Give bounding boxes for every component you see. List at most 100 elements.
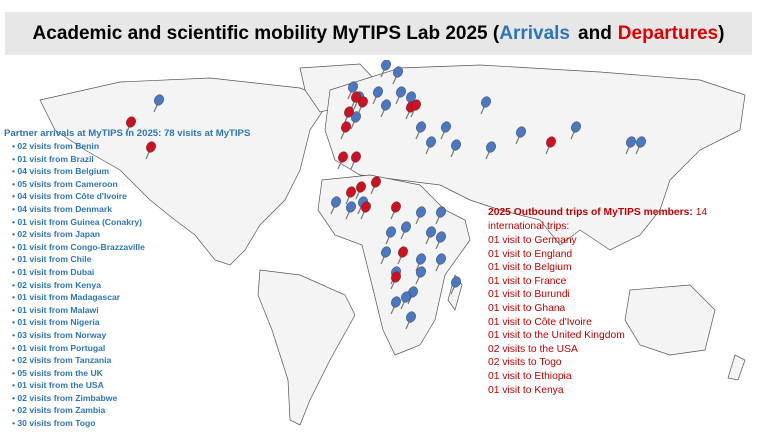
pin-head <box>381 99 391 111</box>
arrival-item: 02 visits from Tanzania <box>4 354 250 367</box>
departure-item: 01 visit to Belgium <box>488 262 572 274</box>
departure-item: 01 visit to Côte d'Ivoire <box>488 316 592 328</box>
africa <box>317 174 471 356</box>
departures-panel: 2025 Outbound trips of MyTIPS members: 1… <box>488 206 728 397</box>
departure-pin <box>390 271 401 290</box>
departure-pin <box>397 246 408 265</box>
arrival-pin <box>392 66 403 85</box>
departure-item: 01 visit to Ghana <box>488 302 566 314</box>
arrivals-panel: Partner arrivals at MyTIPS in 2025: 78 v… <box>4 128 250 430</box>
departure-pin <box>410 99 421 118</box>
pin-head <box>386 226 396 238</box>
departure-item: 01 visit to Germany <box>488 235 577 246</box>
departure-pin <box>357 96 368 115</box>
pin-head <box>154 94 164 106</box>
arrival-pin <box>400 221 411 240</box>
arrival-pin <box>380 60 391 78</box>
arrival-item: 02 visits from Japan <box>4 228 250 241</box>
arrival-pin <box>450 139 461 158</box>
pin-head <box>636 136 646 148</box>
pin-head <box>396 86 406 98</box>
arrival-pin <box>395 86 406 105</box>
pin-head <box>356 181 366 193</box>
arrival-pin <box>415 121 426 140</box>
pin-head <box>373 86 383 98</box>
pin-head <box>436 253 446 265</box>
arrival-item: 01 visit from Chile <box>4 253 250 266</box>
departure-pin <box>390 201 401 220</box>
pin-head <box>481 96 491 108</box>
south-america <box>257 269 356 426</box>
pin-head <box>411 99 421 111</box>
arrival-item: 04 visits from Belgium <box>4 165 250 178</box>
pin-head <box>381 246 391 258</box>
pin-head <box>486 141 496 153</box>
pin-head <box>338 151 348 163</box>
departure-pin <box>350 91 361 110</box>
pin-head <box>348 81 358 93</box>
arrival-item: 30 visits from Togo <box>4 417 250 430</box>
world-map <box>39 60 746 426</box>
pin-head <box>346 186 356 198</box>
arrival-pin <box>372 86 383 105</box>
arrival-item: 02 visits from Kenya <box>4 279 250 292</box>
arrival-pin <box>625 136 636 155</box>
arrival-pin <box>485 141 496 160</box>
departure-item: 01 visit to England <box>488 248 573 260</box>
departure-pin <box>355 181 366 200</box>
arrival-pin <box>390 296 401 315</box>
pin-head <box>436 206 446 218</box>
arrival-item: 02 visits from Zambia <box>4 404 250 417</box>
arrival-item: 01 visit from the USA <box>4 379 250 392</box>
pin-head <box>441 121 451 133</box>
departure-pin <box>345 186 356 205</box>
pin-head <box>416 266 426 278</box>
departure-item: 01 visit to Burundi <box>488 289 570 301</box>
arrival-item: 02 visits from Zimbabwe <box>4 392 250 405</box>
departures-count: 14 <box>695 207 708 218</box>
pin-head <box>344 106 354 118</box>
pin-head <box>546 136 556 148</box>
departure-pin <box>370 176 381 195</box>
pin-head <box>451 276 461 288</box>
pin-head <box>346 201 356 213</box>
title-bar: Academic and scientific mobility MyTIPS … <box>5 12 752 55</box>
arrival-item: 01 visit from Portugal <box>4 342 250 355</box>
arrival-pin <box>635 136 646 155</box>
pin-head <box>341 121 351 133</box>
arrival-pin <box>153 94 164 113</box>
australia <box>624 284 716 356</box>
arrival-pin <box>400 291 411 310</box>
pin-head <box>351 151 361 163</box>
departure-pin <box>340 121 351 140</box>
arrival-pin <box>415 253 426 272</box>
title-and: and <box>578 22 612 44</box>
arrival-pin <box>380 99 391 118</box>
arrival-item: 01 visit from Nigeria <box>4 316 250 329</box>
arrival-pin <box>450 276 461 295</box>
pin-head <box>416 206 426 218</box>
arrival-pin <box>330 196 341 215</box>
continents <box>39 63 746 426</box>
arrival-pin <box>570 121 581 140</box>
arrival-pin <box>415 206 426 225</box>
arrival-pin <box>435 206 446 225</box>
arrival-item: 01 visit from Malawi <box>4 304 250 317</box>
arrival-pin <box>385 226 396 245</box>
departures-heading-text: 2025 Outbound trips of MyTIPS members: <box>488 207 693 218</box>
arrival-item: 05 visits from Cameroon <box>4 178 250 191</box>
pin-head <box>406 311 416 323</box>
arrival-item: 01 visit from Madagascar <box>4 291 250 304</box>
departure-item: 02 visits to Togo <box>488 357 562 369</box>
pin-head <box>358 96 368 108</box>
departure-pin <box>337 151 348 170</box>
pin-head <box>626 136 636 148</box>
arrival-item: 04 visits from Côte d'Ivoire <box>4 190 250 203</box>
departure-item: 01 visit to France <box>488 275 567 287</box>
title-suffix: ) <box>718 22 725 44</box>
departure-item: 02 visits to the USA <box>488 343 578 355</box>
pins <box>125 60 646 330</box>
arrival-item: 01 visit from Guinea (Conakry) <box>4 216 250 229</box>
arrival-pin <box>515 126 526 145</box>
